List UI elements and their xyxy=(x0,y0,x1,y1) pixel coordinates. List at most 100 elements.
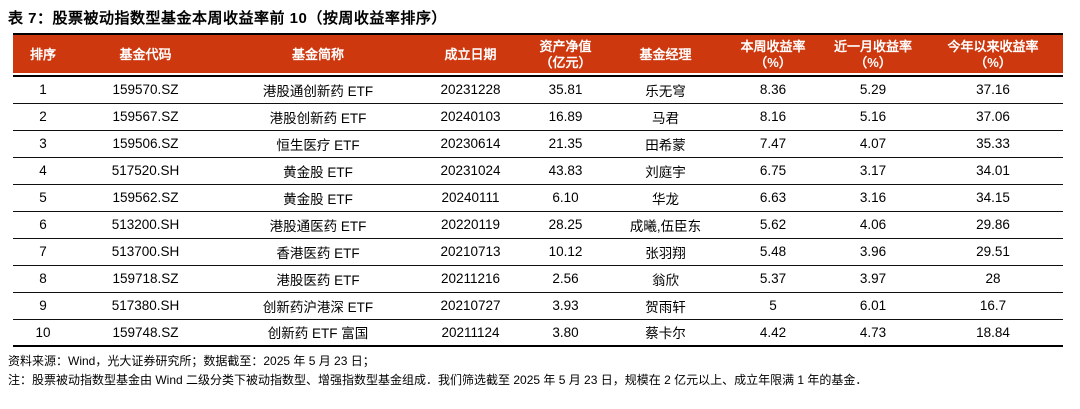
table-cell-code: 517520.SH xyxy=(73,157,218,185)
table-cell-name: 香港医药 ETF xyxy=(218,238,418,266)
table-cell-ytd: 28 xyxy=(923,265,1063,293)
table-cell-week: 8.36 xyxy=(723,76,823,104)
table-cell-nav: 10.12 xyxy=(523,238,608,266)
table-cell-manager: 乐无穹 xyxy=(608,76,723,104)
column-header-unit: （%） xyxy=(754,55,792,70)
table-row: 6 513200.SH 港股通医药 ETF 20220119 28.25 成曦,伍臣东 5.… xyxy=(13,211,1063,239)
table-cell-nav: 16.89 xyxy=(523,103,608,131)
table-cell-manager: 刘庭宇 xyxy=(608,157,723,185)
column-header-month: 近一月收益率 （%） xyxy=(823,34,923,77)
source-note: 资料来源：Wind，光大证券研究所；数据截至：2025 年 5 月 23 日； xyxy=(8,354,375,368)
column-header-unit: （亿元） xyxy=(539,55,592,70)
table-cell-name: 黄金股 ETF xyxy=(218,157,418,185)
table-cell-ytd: 37.06 xyxy=(923,103,1063,131)
table-row: 8 159718.SZ 港股医药 ETF 20211216 2.56 翁欣 5.37 3.97… xyxy=(13,265,1063,293)
fund-table-body: 1 159570.SZ 港股通创新药 ETF 20231228 35.81 乐无穹 8.36… xyxy=(13,76,1063,347)
table-cell-manager: 翁欣 xyxy=(608,265,723,293)
table-cell-month: 4.73 xyxy=(823,319,923,347)
table-cell-week: 8.16 xyxy=(723,103,823,131)
table-cell-ytd: 18.84 xyxy=(923,319,1063,347)
table-cell-week: 6.75 xyxy=(723,157,823,185)
table-cell-inception: 20231024 xyxy=(418,157,523,185)
table-cell-inception: 20240111 xyxy=(418,184,523,212)
table-cell-ytd: 16.7 xyxy=(923,292,1063,320)
table-cell-nav: 2.56 xyxy=(523,265,608,293)
table-cell-code: 517380.SH xyxy=(73,292,218,320)
table-cell-rank: 7 xyxy=(13,238,73,266)
table-cell-code: 159562.SZ xyxy=(73,184,218,212)
column-header-label: 本周收益率 xyxy=(740,38,806,54)
table-cell-inception: 20210713 xyxy=(418,238,523,266)
table-cell-rank: 4 xyxy=(13,157,73,185)
table-cell-month: 3.96 xyxy=(823,238,923,266)
table-cell-manager: 成曦,伍臣东 xyxy=(608,211,723,239)
column-header-label: 基金经理 xyxy=(639,46,692,62)
table-row: 1 159570.SZ 港股通创新药 ETF 20231228 35.81 乐无穹 8.36… xyxy=(13,76,1063,104)
table-cell-name: 黄金股 ETF xyxy=(218,184,418,212)
table-cell-month: 4.07 xyxy=(823,130,923,158)
table-cell-month: 3.17 xyxy=(823,157,923,185)
table-cell-inception: 20220119 xyxy=(418,211,523,239)
table-cell-code: 513700.SH xyxy=(73,238,218,266)
table-cell-name: 港股通医药 ETF xyxy=(218,211,418,239)
filter-note: 注：股票被动指数型基金由 Wind 二级分类下被动指数型、增强指数型基金组成．我… xyxy=(8,372,868,387)
column-header-ytd: 今年以来收益率 （%） xyxy=(923,34,1063,77)
table-cell-inception: 20231228 xyxy=(418,76,523,104)
column-header-week: 本周收益率 （%） xyxy=(723,34,823,77)
column-header-unit: （%） xyxy=(854,55,892,70)
table-cell-rank: 2 xyxy=(13,103,73,131)
table-cell-ytd: 37.16 xyxy=(923,76,1063,104)
table-cell-rank: 1 xyxy=(13,76,73,104)
table-cell-nav: 6.10 xyxy=(523,184,608,212)
table-cell-code: 513200.SH xyxy=(73,211,218,239)
table-cell-name: 恒生医疗 ETF xyxy=(218,130,418,158)
table-cell-nav: 43.83 xyxy=(523,157,608,185)
table-cell-week: 5 xyxy=(723,292,823,320)
table-cell-rank: 9 xyxy=(13,292,73,320)
table-cell-name: 港股通创新药 ETF xyxy=(218,76,418,104)
table-cell-week: 4.42 xyxy=(723,319,823,347)
column-header-label: 成立日期 xyxy=(444,46,497,62)
table-cell-manager: 张羽翔 xyxy=(608,238,723,266)
table-cell-ytd: 34.15 xyxy=(923,184,1063,212)
column-header-unit: （%） xyxy=(974,55,1012,70)
table-cell-ytd: 29.51 xyxy=(923,238,1063,266)
column-header-label: 基金代码 xyxy=(119,46,172,62)
table-cell-nav: 3.93 xyxy=(523,292,608,320)
table-cell-nav: 28.25 xyxy=(523,211,608,239)
column-header-label: 资产净值 xyxy=(539,38,592,54)
table-row: 2 159567.SZ 港股创新药 ETF 20240103 16.89 马君 8.16 5.… xyxy=(13,103,1063,131)
table-cell-rank: 3 xyxy=(13,130,73,158)
column-header-label: 基金简称 xyxy=(291,46,344,62)
fund-table-header: 排序 基金代码 基金简称 成立日期 资产净值 （亿元） 基金经理 本周收益率 （%） 近一月收益率… xyxy=(13,34,1063,77)
table-cell-name: 港股创新药 ETF xyxy=(218,103,418,131)
table-cell-nav: 3.80 xyxy=(523,319,608,347)
column-header-nav: 资产净值 （亿元） xyxy=(523,34,608,77)
table-cell-code: 159718.SZ xyxy=(73,265,218,293)
table-cell-name: 港股医药 ETF xyxy=(218,265,418,293)
table-cell-ytd: 29.86 xyxy=(923,211,1063,239)
table-cell-week: 5.37 xyxy=(723,265,823,293)
table-cell-inception: 20240103 xyxy=(418,103,523,131)
table-cell-month: 4.06 xyxy=(823,211,923,239)
table-cell-month: 6.01 xyxy=(823,292,923,320)
table-cell-month: 3.97 xyxy=(823,265,923,293)
table-cell-inception: 20230614 xyxy=(418,130,523,158)
column-header-manager: 基金经理 xyxy=(608,34,723,77)
table-cell-manager: 华龙 xyxy=(608,184,723,212)
table-cell-manager: 贺雨轩 xyxy=(608,292,723,320)
table-cell-rank: 6 xyxy=(13,211,73,239)
table-cell-manager: 蔡卡尔 xyxy=(608,319,723,347)
table-cell-manager: 马君 xyxy=(608,103,723,131)
column-header-rank: 排序 xyxy=(13,34,73,77)
column-header-label: 今年以来收益率 xyxy=(947,38,1039,54)
column-header-label: 排序 xyxy=(29,46,56,62)
table-cell-code: 159748.SZ xyxy=(73,319,218,347)
table-cell-nav: 21.35 xyxy=(523,130,608,158)
table-cell-rank: 5 xyxy=(13,184,73,212)
table-cell-inception: 20210727 xyxy=(418,292,523,320)
table-cell-rank: 8 xyxy=(13,265,73,293)
table-cell-week: 5.62 xyxy=(723,211,823,239)
table-cell-rank: 10 xyxy=(13,319,73,347)
table-cell-month: 5.16 xyxy=(823,103,923,131)
